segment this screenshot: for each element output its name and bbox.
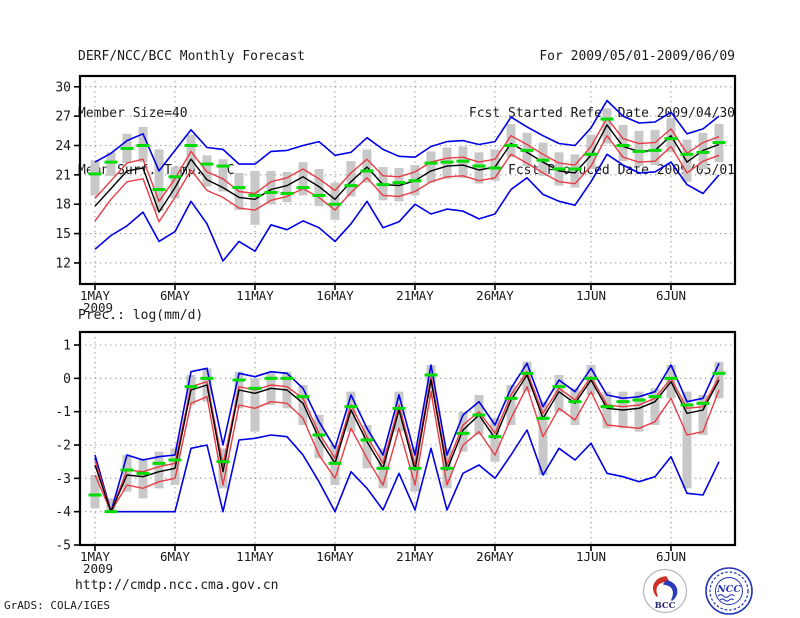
ncc-logo-icon: NCC xyxy=(705,567,753,615)
series-ensemble-max xyxy=(94,99,720,172)
y-tick-label: -3 xyxy=(55,472,71,487)
bcc-logo-text: BCC xyxy=(655,601,676,611)
plot-frame xyxy=(78,330,737,547)
y-axis: 30 27 24 21 18 15 12 xyxy=(55,80,80,271)
series-upper-envelope xyxy=(94,371,720,513)
x-tick-label: 6JUN xyxy=(656,549,686,564)
x-tick-label: 1MAY xyxy=(80,549,111,564)
x-tick-label: 6MAY xyxy=(160,288,191,303)
footer-logos: BCC NCC xyxy=(642,567,753,615)
x-tick-label: 21MAY xyxy=(396,549,434,564)
y-tick-label: -4 xyxy=(55,505,71,520)
series-ensemble-mean xyxy=(94,124,720,213)
series-upper-envelope xyxy=(94,117,720,203)
x-tick-label: 1JUN xyxy=(576,288,606,303)
series-ensemble-mean xyxy=(94,374,720,513)
x-tick-label: 1JUN xyxy=(576,549,606,564)
grads-credit: GrADS: COLA/IGES xyxy=(4,599,110,612)
series-reference-dashes xyxy=(88,117,726,206)
x-tick-label: 26MAY xyxy=(476,549,514,564)
y-tick-label: 21 xyxy=(55,168,71,183)
ncc-logo-text: NCC xyxy=(716,584,741,595)
source-url: http://cmdp.ncc.cma.gov.cn xyxy=(75,578,279,593)
x-tick-label: 6JUN xyxy=(656,288,686,303)
y-tick-label: 27 xyxy=(55,110,71,125)
x-tick-label: 1MAY xyxy=(80,288,111,303)
x-tick-sublabel: 2009 xyxy=(83,561,113,576)
x-tick-label: 16MAY xyxy=(316,549,354,564)
y-tick-label: 1 xyxy=(63,339,71,354)
bcc-logo-icon: BCC xyxy=(642,568,688,614)
x-tick-label: 11MAY xyxy=(236,288,274,303)
y-tick-label: -2 xyxy=(55,439,71,454)
page-title: DERF/NCC/BCC Monthly Forecast xyxy=(78,49,305,64)
x-tick-label: 26MAY xyxy=(476,288,514,303)
y-tick-label: 15 xyxy=(55,227,71,242)
y-axis: 1 0 -1 -2 -3 -4 -5 xyxy=(55,339,80,554)
series-reference-dashes xyxy=(88,371,726,514)
forecast-range-label: For 2009/05/01-2009/06/09 xyxy=(539,49,735,64)
series-ensemble-min xyxy=(94,153,720,262)
x-tick-label: 16MAY xyxy=(316,288,354,303)
y-tick-label: 0 xyxy=(63,372,71,387)
plot-frame xyxy=(78,74,737,286)
series-lower-envelope xyxy=(94,134,720,223)
series-ensemble-max xyxy=(94,362,720,513)
precipitation-chart-label: Prec.: log(mm/d) xyxy=(78,308,204,323)
x-tick-sublabel: 2009 xyxy=(83,300,113,315)
y-tick-label: 24 xyxy=(55,139,71,154)
series-ensemble-min xyxy=(94,429,720,513)
series-ensemble-spread-bar xyxy=(90,108,724,225)
series-lower-envelope xyxy=(94,386,720,513)
y-tick-label: 18 xyxy=(55,198,71,213)
y-tick-label: 12 xyxy=(55,256,71,271)
x-tick-label: 11MAY xyxy=(236,549,274,564)
y-tick-label: 30 xyxy=(55,80,71,95)
y-tick-label: -1 xyxy=(55,405,71,420)
x-tick-label: 6MAY xyxy=(160,549,191,564)
member-size-label: Member Size=40 xyxy=(78,106,188,121)
x-tick-label: 21MAY xyxy=(396,288,434,303)
y-tick-label: -5 xyxy=(55,539,71,554)
